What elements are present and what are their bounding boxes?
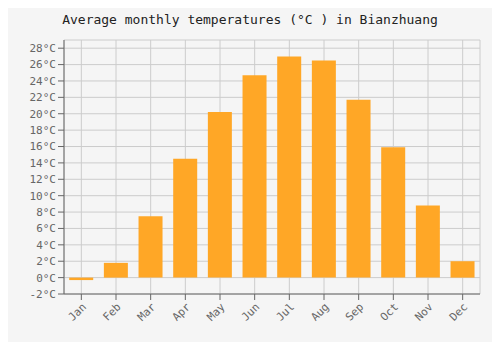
svg-text:12°C: 12°C [30,173,57,186]
svg-text:Sep: Sep [343,300,366,323]
svg-text:Aug: Aug [308,300,331,323]
svg-text:May: May [204,300,228,324]
svg-text:Dec: Dec [447,300,470,323]
svg-text:8°C: 8°C [36,206,56,219]
svg-text:16°C: 16°C [30,140,57,153]
svg-text:14°C: 14°C [30,157,57,170]
svg-text:26°C: 26°C [30,58,57,71]
svg-text:Mar: Mar [135,300,159,324]
svg-text:-2°C: -2°C [30,288,57,301]
svg-text:Jul: Jul [274,300,297,323]
svg-text:4°C: 4°C [36,239,56,252]
svg-text:2°C: 2°C [36,255,56,268]
svg-text:Jan: Jan [66,300,89,323]
svg-text:6°C: 6°C [36,222,56,235]
svg-text:Jun: Jun [239,300,262,323]
svg-text:Feb: Feb [100,300,123,323]
svg-text:Apr: Apr [170,300,194,324]
svg-text:20°C: 20°C [30,108,57,121]
svg-text:24°C: 24°C [30,75,57,88]
svg-text:Oct: Oct [378,300,401,323]
svg-text:22°C: 22°C [30,91,57,104]
svg-text:18°C: 18°C [30,124,57,137]
html-text:Average monthly temperatures (: Average monthly temperatures (°C ) in Bi… [62,12,438,27]
svg-text:Nov: Nov [412,300,436,324]
svg-text:10°C: 10°C [30,190,57,203]
svg-text:28°C: 28°C [30,42,57,55]
svg-text:0°C: 0°C [36,272,56,285]
